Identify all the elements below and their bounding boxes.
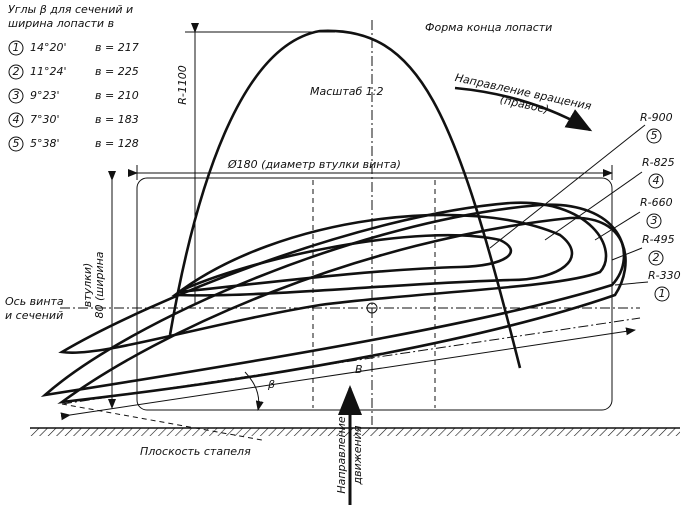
legend-circle <box>8 112 24 128</box>
legend-width: в = 210 <box>95 89 139 102</box>
section-radius: R-900 <box>640 111 673 124</box>
hub-outline <box>136 177 613 411</box>
legend-circle <box>8 40 24 56</box>
legend-number: 2 <box>13 65 20 78</box>
legend: 1 14°20' в = 217 2 11°24' в = 225 3 9°23' в = 21… <box>8 40 139 152</box>
section-radius: R-330 <box>648 269 681 282</box>
label: В <box>355 363 363 376</box>
legend-angle: 5°38' <box>30 137 60 150</box>
header-line: Углы β для сечений и <box>8 3 133 16</box>
section-number: 4 <box>653 174 660 187</box>
section-2 <box>40 203 626 397</box>
section-number: 2 <box>653 251 660 264</box>
legend-angle: 9°23' <box>30 89 60 102</box>
label: и сечений <box>5 309 63 322</box>
chord-dimension <box>60 327 636 421</box>
legend-circle <box>8 136 24 152</box>
label: движения <box>351 425 364 485</box>
section-circle <box>648 250 664 266</box>
legend-angle: 14°20' <box>30 41 67 54</box>
section-4 <box>171 213 574 297</box>
label: Плоскость стапеля <box>140 445 251 458</box>
label: R-1100 <box>176 65 189 105</box>
legend-width: в = 128 <box>95 137 139 150</box>
label: Ø180 (диаметр втулки винта) <box>227 158 401 171</box>
section-circle <box>654 286 670 302</box>
section-number: 1 <box>659 287 666 300</box>
section-labels: R-900 5 R-825 4 R-660 3 R-495 2 R-330 1 <box>640 111 681 302</box>
beta-line <box>61 403 263 441</box>
label: 80 (ширина <box>93 251 106 318</box>
header-line: ширина лопасти в <box>8 17 114 30</box>
legend-number: 1 <box>13 41 20 54</box>
section-number: 5 <box>651 129 658 142</box>
legend-width: в = 225 <box>95 65 139 78</box>
legend-circle <box>8 64 24 80</box>
section-circle <box>646 128 662 144</box>
legend-angle: 7°30' <box>30 113 60 126</box>
section-5 <box>177 233 513 294</box>
legend-number: 5 <box>13 137 20 150</box>
blade-tip-outline <box>168 29 522 369</box>
ground-hatch <box>30 428 680 436</box>
label: Направление <box>335 416 348 494</box>
section-radius: R-825 <box>642 156 675 169</box>
leader <box>594 211 641 241</box>
section-3 <box>58 201 608 354</box>
label: Масштаб 1:2 <box>310 85 383 98</box>
section-radius: R-660 <box>640 196 673 209</box>
legend-circle <box>8 88 24 104</box>
label: β <box>267 378 275 391</box>
leader <box>614 281 649 286</box>
label: Форма конца лопасти <box>425 21 552 34</box>
label: Ось винта <box>5 295 64 308</box>
section-number: 3 <box>651 214 658 227</box>
label: втулки) <box>81 263 94 308</box>
section-circle <box>648 173 664 189</box>
leader <box>489 124 646 249</box>
rotation-arrow <box>454 86 593 132</box>
leader <box>544 171 643 241</box>
section-circle <box>646 213 662 229</box>
legend-number: 3 <box>13 89 20 102</box>
leader <box>611 247 643 261</box>
legend-angle: 11°24' <box>30 65 67 78</box>
section-radius: R-495 <box>642 233 675 246</box>
legend-number: 4 <box>13 113 20 126</box>
legend-width: в = 217 <box>95 41 139 54</box>
legend-width: в = 183 <box>95 113 139 126</box>
axis-point <box>366 302 378 314</box>
